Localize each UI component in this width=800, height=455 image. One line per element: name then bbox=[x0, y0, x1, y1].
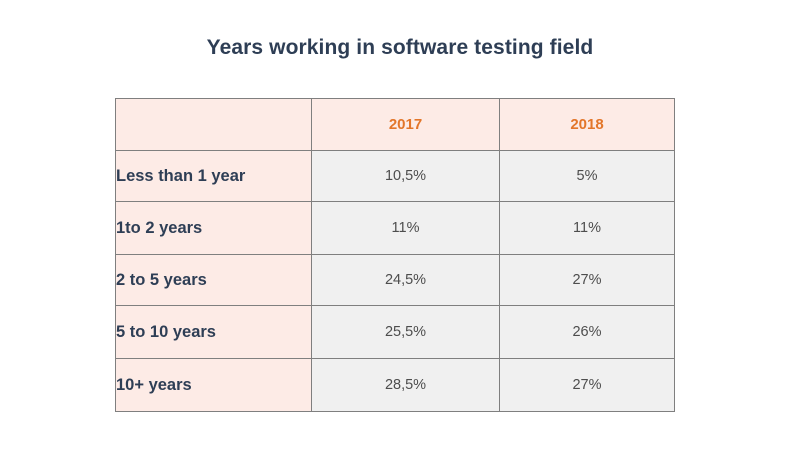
value-cell: 10,5% bbox=[311, 150, 500, 202]
table-row: 1to 2 years 11% 11% bbox=[115, 201, 675, 255]
table-row: 5 to 10 years 25,5% 26% bbox=[115, 305, 675, 359]
table-header-row: 2017 2018 bbox=[115, 98, 675, 151]
value-cell: 11% bbox=[499, 201, 675, 255]
value-cell: 27% bbox=[499, 358, 675, 412]
row-label: 5 to 10 years bbox=[115, 305, 312, 359]
row-label: Less than 1 year bbox=[115, 150, 312, 202]
table-row: Less than 1 year 10,5% 5% bbox=[115, 150, 675, 202]
row-label: 1to 2 years bbox=[115, 201, 312, 255]
value-cell: 5% bbox=[499, 150, 675, 202]
table-row: 2 to 5 years 24,5% 27% bbox=[115, 254, 675, 306]
chart-title: Years working in software testing field bbox=[206, 36, 594, 59]
row-label: 10+ years bbox=[115, 358, 312, 412]
column-header: 2018 bbox=[499, 98, 675, 151]
table-row: 10+ years 28,5% 27% bbox=[115, 358, 675, 412]
corner-cell bbox=[115, 98, 312, 151]
value-cell: 24,5% bbox=[311, 254, 500, 306]
data-table: 2017 2018 Less than 1 year 10,5% 5% 1to … bbox=[115, 98, 675, 412]
column-header: 2017 bbox=[311, 98, 500, 151]
value-cell: 28,5% bbox=[311, 358, 500, 412]
value-cell: 11% bbox=[311, 201, 500, 255]
value-cell: 26% bbox=[499, 305, 675, 359]
value-cell: 27% bbox=[499, 254, 675, 306]
value-cell: 25,5% bbox=[311, 305, 500, 359]
row-label: 2 to 5 years bbox=[115, 254, 312, 306]
